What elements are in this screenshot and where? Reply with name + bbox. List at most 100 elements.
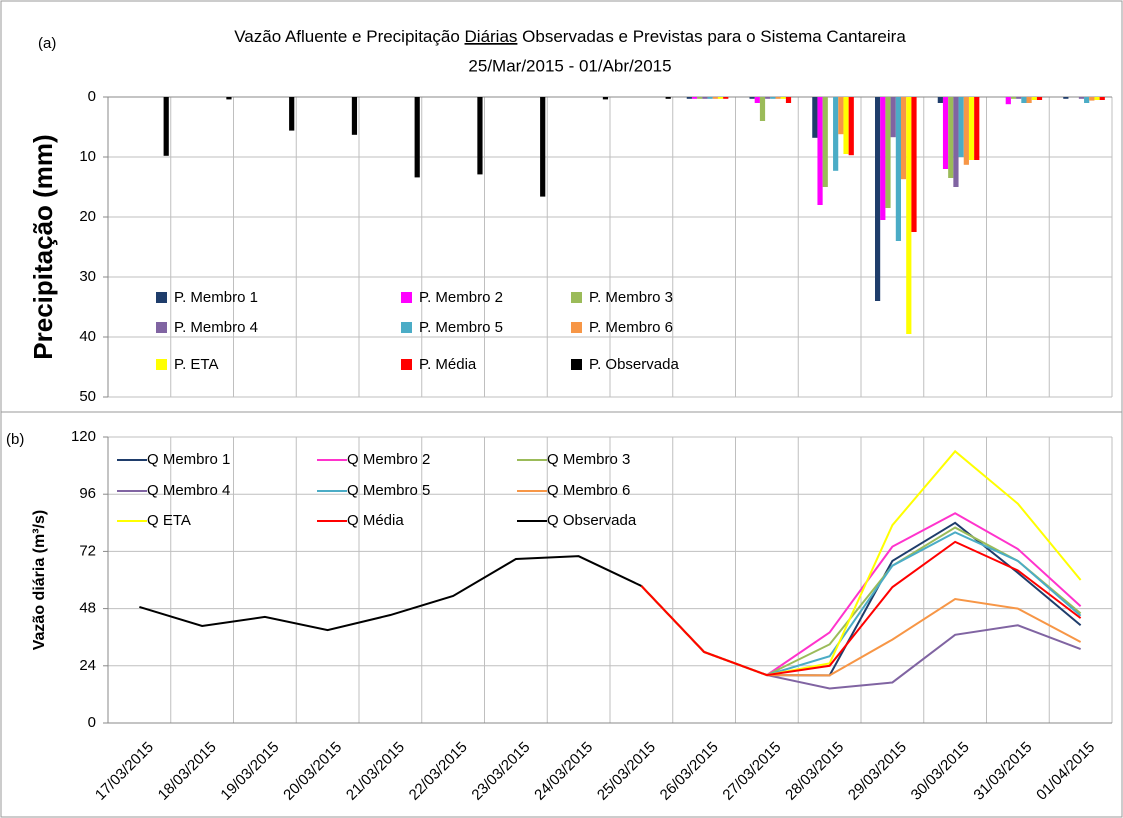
bar [1084, 97, 1090, 103]
bar [754, 97, 760, 103]
bar [958, 97, 964, 157]
legend-label: P. Membro 6 [589, 319, 673, 336]
bar [822, 97, 828, 187]
bar [1010, 97, 1017, 99]
bar [780, 97, 786, 99]
legend-label: Q Membro 1 [147, 451, 230, 468]
y-tick-label: 20 [79, 208, 96, 225]
chart-subtitle: 25/Mar/2015 - 01/Abr/2015 [468, 56, 671, 75]
bar [1099, 97, 1105, 100]
bar [540, 97, 546, 197]
bar [974, 97, 980, 160]
legend-label: Q ETA [147, 512, 191, 529]
bar [890, 97, 896, 138]
bar [1005, 97, 1011, 105]
bar [477, 97, 483, 175]
y-tick-label: 96 [79, 485, 96, 502]
legend-swatch [401, 359, 412, 370]
legend-swatch [156, 359, 167, 370]
bar [749, 97, 755, 99]
bar [686, 97, 692, 99]
bar [163, 97, 169, 156]
bar [759, 97, 766, 121]
bar [723, 97, 729, 99]
legend-label: P. Observada [589, 356, 679, 373]
legend-swatch [571, 292, 582, 303]
bar [838, 97, 844, 135]
panel-label: (a) [38, 35, 56, 52]
legend-label: Q Membro 3 [547, 451, 630, 468]
y-axis-title: Vazão diária (m³/s) [31, 510, 48, 651]
legend-label: P. Membro 2 [419, 289, 503, 306]
bar [942, 97, 949, 169]
bar [1089, 97, 1095, 101]
bar [1078, 97, 1085, 99]
bar [817, 97, 823, 205]
series-line [640, 540, 1082, 677]
bar [770, 97, 776, 99]
bar [1063, 97, 1069, 99]
bar [885, 97, 891, 208]
bar [289, 97, 295, 131]
legend-label: Q Membro 2 [347, 451, 430, 468]
chart-title: Vazão Afluente e Precipitação Diárias Ob… [234, 27, 906, 46]
y-tick-label: 50 [79, 388, 96, 405]
legend-label: P. ETA [174, 356, 218, 373]
bar [937, 97, 943, 103]
bar [665, 97, 671, 99]
bar [875, 97, 881, 301]
bar [906, 97, 912, 334]
bar [963, 97, 969, 165]
legend-swatch [571, 322, 582, 333]
y-tick-label: 10 [79, 148, 96, 165]
bar [717, 97, 724, 99]
y-tick-label: 40 [79, 328, 96, 345]
bar [1021, 97, 1027, 103]
bar [1036, 97, 1043, 100]
series-line [139, 555, 642, 632]
panel-label: (b) [6, 431, 24, 448]
bar [880, 97, 886, 220]
bar [414, 97, 420, 178]
legend-label: P. Membro 5 [419, 319, 503, 336]
bar [775, 97, 781, 99]
legend-swatch [571, 359, 582, 370]
legend-swatch [401, 292, 412, 303]
bar [901, 97, 907, 180]
legend-label: P. Membro 3 [589, 289, 673, 306]
legend-label: P. Membro 4 [174, 319, 258, 336]
y-tick-label: 0 [88, 714, 96, 731]
legend-swatch [156, 322, 167, 333]
y-axis-title: Precipitação (mm) [28, 134, 58, 359]
legend-label: Q Média [347, 512, 404, 529]
bar [1026, 97, 1032, 103]
legend-label: P. Média [419, 356, 477, 373]
legend-label: Q Membro 5 [347, 482, 430, 499]
y-tick-label: 24 [79, 657, 96, 674]
bar [843, 97, 849, 154]
bar [226, 97, 232, 100]
y-tick-label: 120 [71, 428, 96, 445]
bar [911, 97, 917, 232]
bar [833, 97, 839, 171]
legend-swatch [401, 322, 412, 333]
legend-label: P. Membro 1 [174, 289, 258, 306]
bar [948, 97, 954, 178]
bar [1094, 97, 1100, 100]
legend-label: Q Observada [547, 512, 637, 529]
bar [953, 97, 959, 187]
bar [602, 97, 609, 100]
legend-label: Q Membro 6 [547, 482, 630, 499]
title-part: Diárias [465, 27, 518, 46]
y-tick-label: 0 [88, 88, 96, 105]
title-part: Observadas e Previstas para o Sistema Ca… [522, 27, 906, 46]
y-tick-label: 72 [79, 542, 96, 559]
legend-swatch [156, 292, 167, 303]
bar [848, 97, 854, 156]
y-tick-label: 48 [79, 600, 96, 617]
bar [707, 97, 713, 99]
bar [351, 97, 358, 135]
bar [765, 97, 771, 99]
